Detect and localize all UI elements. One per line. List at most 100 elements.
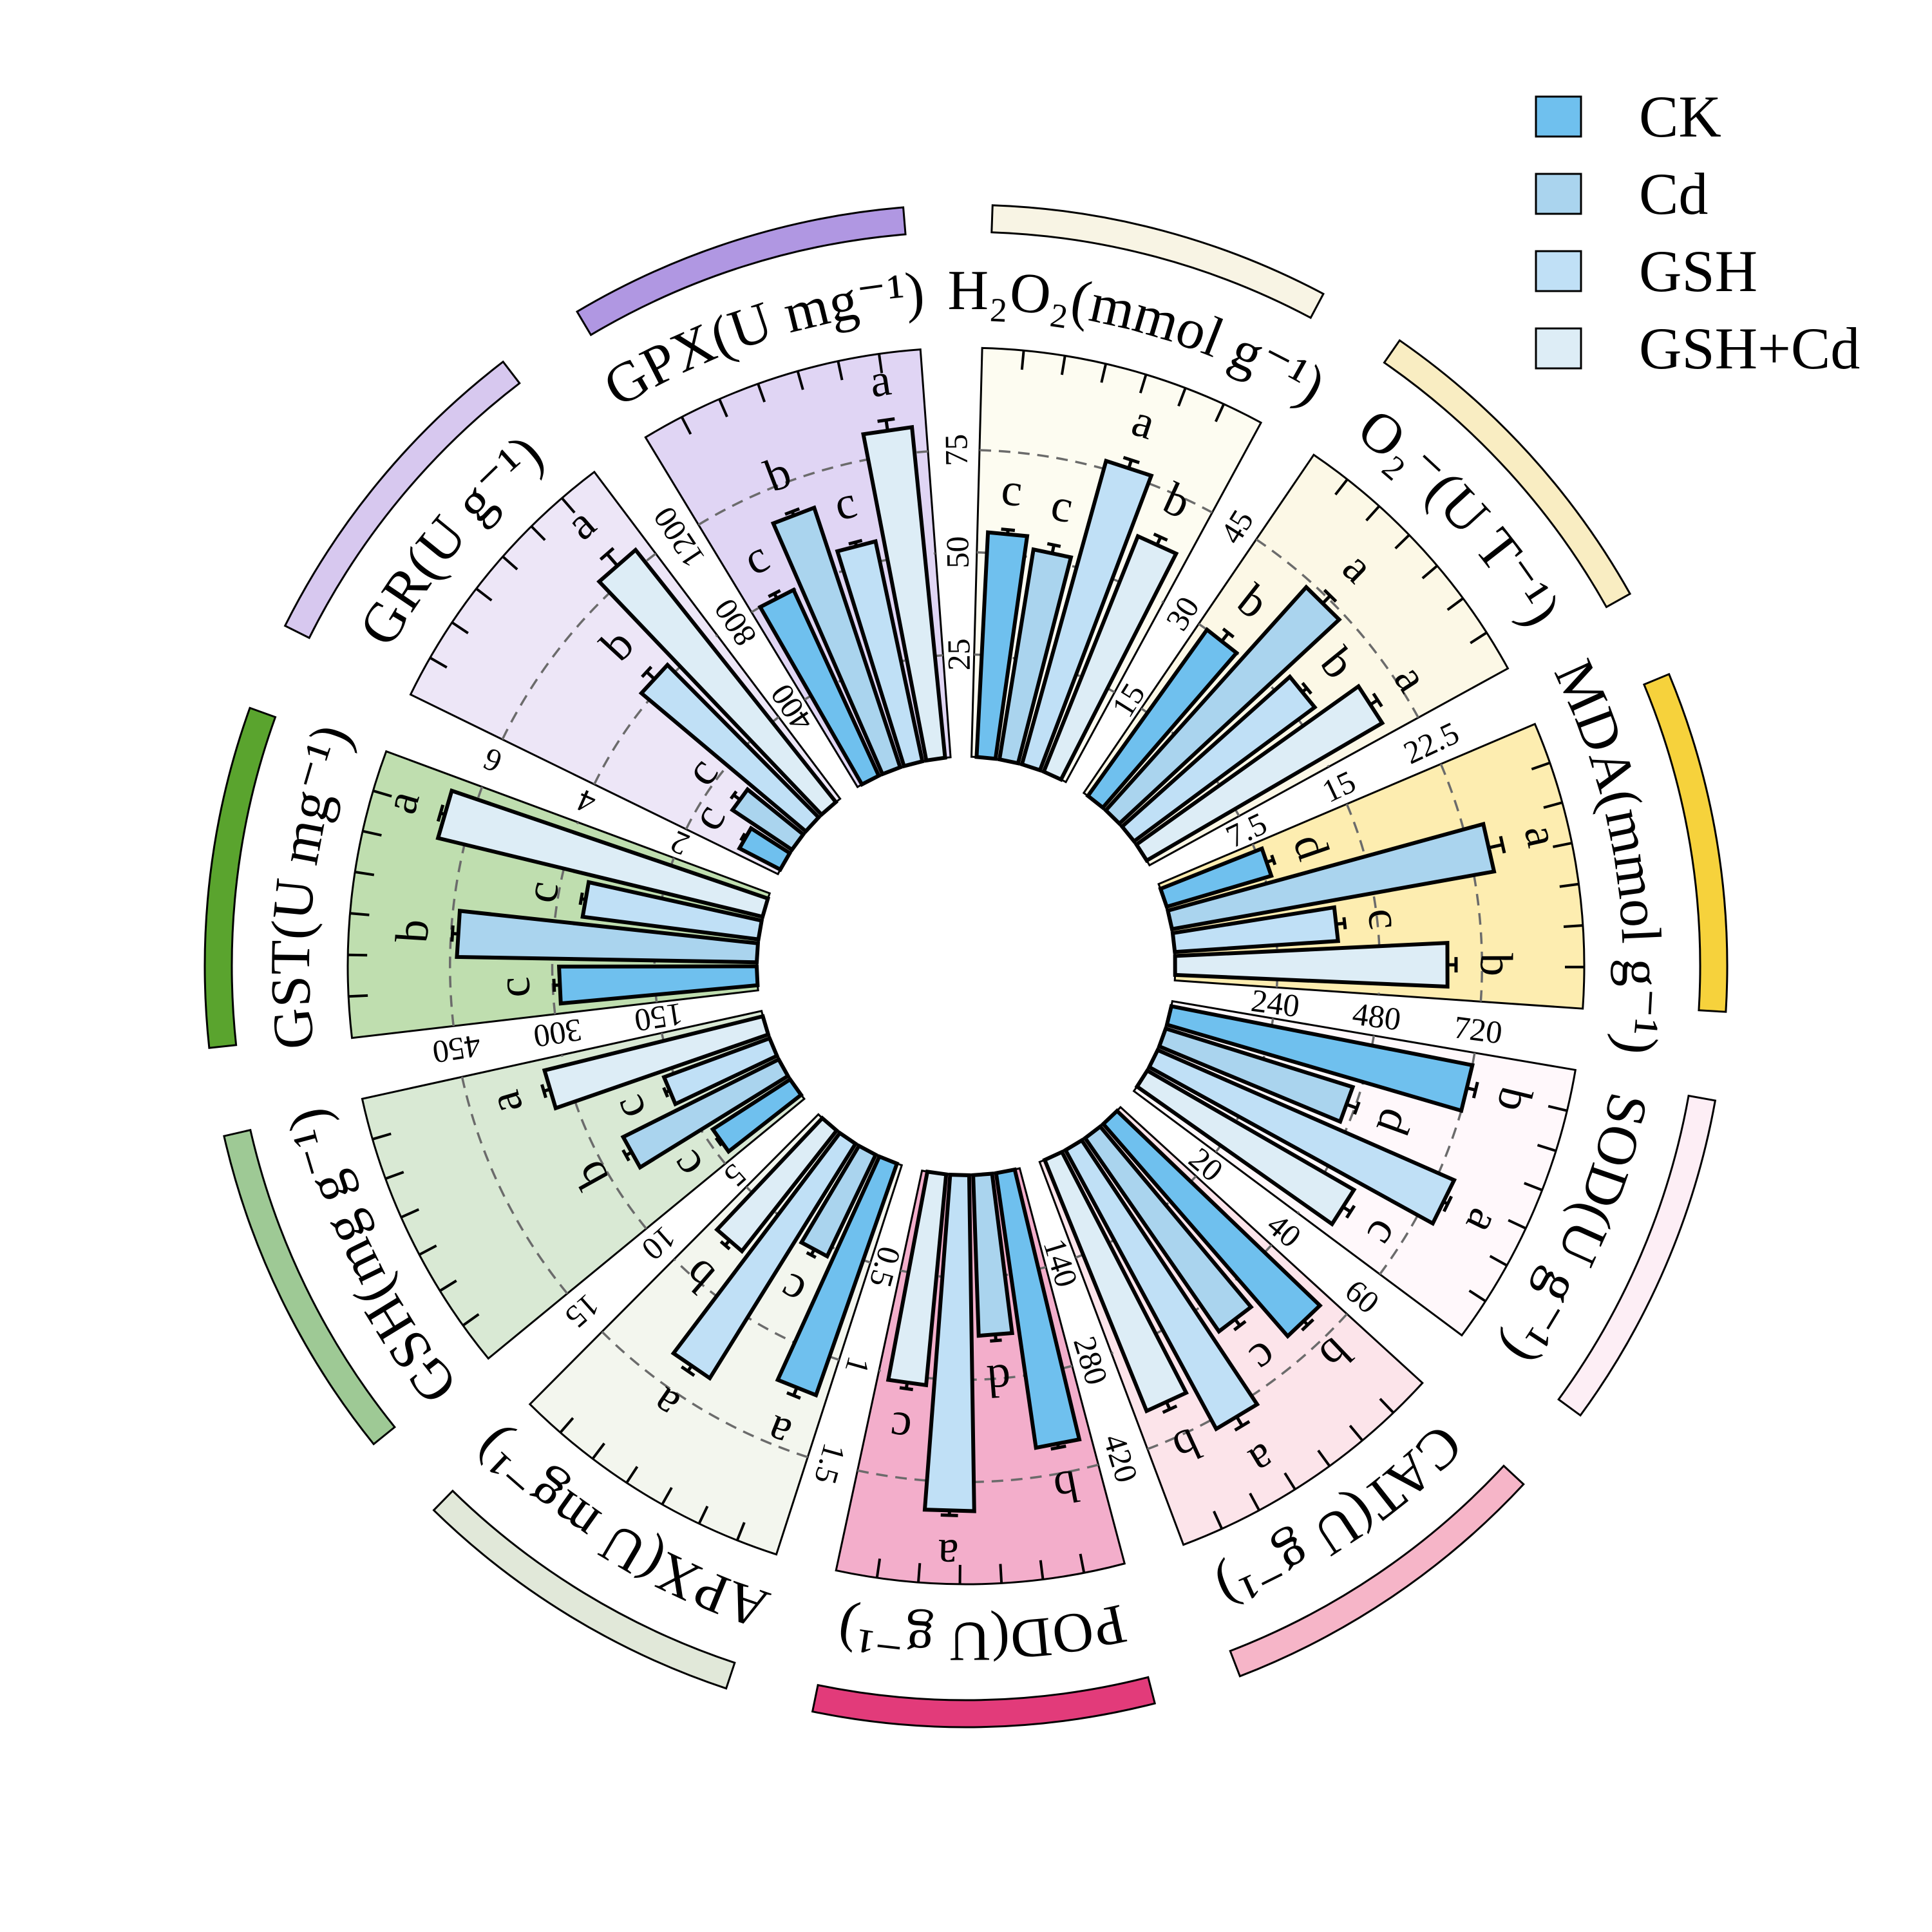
- legend-label: GSH: [1639, 238, 1757, 304]
- tick-label: 2: [665, 824, 695, 863]
- error-cap: [662, 1086, 670, 1098]
- tick-label: 50: [939, 536, 976, 569]
- error-cap: [940, 1513, 958, 1517]
- sector-header-band: [811, 1676, 1157, 1728]
- outer-tick: [419, 1244, 437, 1256]
- sector-header-band: [1557, 1094, 1717, 1417]
- outer-tick: [1317, 1450, 1331, 1467]
- bar-gsh: [661, 1036, 780, 1107]
- grid-arc: [1379, 1052, 1476, 1275]
- error-cap: [1301, 1318, 1314, 1332]
- bar-gsh: [580, 880, 764, 942]
- grid-arc: [560, 1054, 647, 1230]
- error-cap: [599, 547, 615, 561]
- bar-gsh-plus-cd: [596, 547, 839, 818]
- error-cap: [1222, 627, 1235, 639]
- bar-cd: [1165, 821, 1497, 932]
- grid-arc: [1147, 1313, 1348, 1450]
- outer-tick: [451, 621, 469, 634]
- outer-tick: [462, 1313, 480, 1327]
- legend: CK Cd GSH GSH+Cd: [1535, 84, 1860, 381]
- outer-tick: [1531, 761, 1551, 771]
- outer-tick: [697, 1505, 709, 1524]
- error-bar: [1346, 1103, 1358, 1110]
- bar-gsh: [670, 1130, 858, 1381]
- bar-gsh: [1170, 905, 1341, 954]
- error-bar: [1321, 594, 1332, 605]
- tick-label: 450: [430, 1028, 484, 1071]
- sector-header-band: [990, 204, 1325, 319]
- outer-tick: [625, 1466, 639, 1484]
- bar-gsh-plus-cd: [435, 788, 771, 920]
- significance-letter: b: [386, 918, 439, 944]
- error-cap: [1472, 1081, 1479, 1099]
- grid-arc: [1255, 538, 1419, 719]
- outer-tick: [1349, 1425, 1364, 1442]
- bar-gsh: [1019, 458, 1154, 773]
- sector-header-band: [223, 1128, 397, 1446]
- bar-cd: [1157, 1026, 1356, 1124]
- outer-tick: [1177, 387, 1187, 407]
- outer-tick: [1489, 1255, 1508, 1267]
- outer-tick: [1394, 534, 1410, 550]
- tick-label: 4: [571, 782, 601, 822]
- bar-gsh-plus-cd: [1133, 683, 1385, 864]
- outer-tick: [1039, 1560, 1045, 1580]
- error-cap: [899, 1386, 913, 1392]
- outer-tick: [1537, 1144, 1557, 1152]
- bar-cd: [997, 547, 1074, 766]
- outer-tick: [1020, 350, 1025, 370]
- error-cap: [641, 665, 653, 678]
- grid-arc: [1439, 763, 1483, 1002]
- outer-tick: [429, 656, 448, 669]
- error-cap: [1050, 1444, 1066, 1451]
- bar-cd: [770, 505, 903, 777]
- grid-arc: [601, 1331, 808, 1459]
- outer-tick: [661, 1486, 673, 1506]
- outer-tick: [1543, 801, 1563, 810]
- tick-label: 1.5: [808, 1439, 853, 1488]
- bar-ck: [556, 964, 760, 1006]
- error-cap: [1122, 455, 1140, 464]
- grid-arc: [857, 1463, 1099, 1483]
- error-cap: [1046, 542, 1061, 548]
- outer-tick: [999, 1564, 1003, 1584]
- outer-tick: [1213, 1510, 1224, 1530]
- error-cap: [1345, 1204, 1356, 1219]
- sector-title-text: POD(U g⁻¹): [833, 1592, 1132, 1672]
- outer-tick: [1079, 1553, 1086, 1573]
- outer-tick: [718, 398, 728, 418]
- grid-arc: [979, 449, 1213, 514]
- error-cap: [786, 1391, 801, 1400]
- error-bar: [645, 670, 656, 680]
- error-cap: [1001, 527, 1016, 533]
- outer-tick: [1421, 564, 1438, 580]
- error-cap: [990, 1338, 1002, 1343]
- tick-label: 150: [632, 996, 686, 1039]
- error-cap: [739, 832, 746, 842]
- grid-arc: [697, 450, 929, 526]
- error-cap: [1153, 532, 1168, 542]
- significance-letter: c: [999, 463, 1024, 516]
- legend-label: Cd: [1639, 161, 1708, 227]
- bar-ck: [994, 1167, 1082, 1450]
- error-cap: [1323, 589, 1338, 603]
- error-cap: [1499, 835, 1506, 854]
- outer-tick: [1548, 1104, 1567, 1112]
- outer-tick: [1508, 1218, 1527, 1230]
- legend-swatch: [1535, 250, 1582, 292]
- outer-tick: [878, 354, 884, 374]
- legend-swatch: [1535, 327, 1582, 370]
- outer-tick: [350, 912, 370, 916]
- error-cap: [578, 892, 584, 905]
- outer-tick: [1365, 505, 1381, 522]
- tick-label: 480: [1350, 996, 1403, 1037]
- outer-tick: [796, 370, 804, 390]
- outer-tick: [916, 1563, 922, 1583]
- tick-label: 420: [1097, 1430, 1146, 1486]
